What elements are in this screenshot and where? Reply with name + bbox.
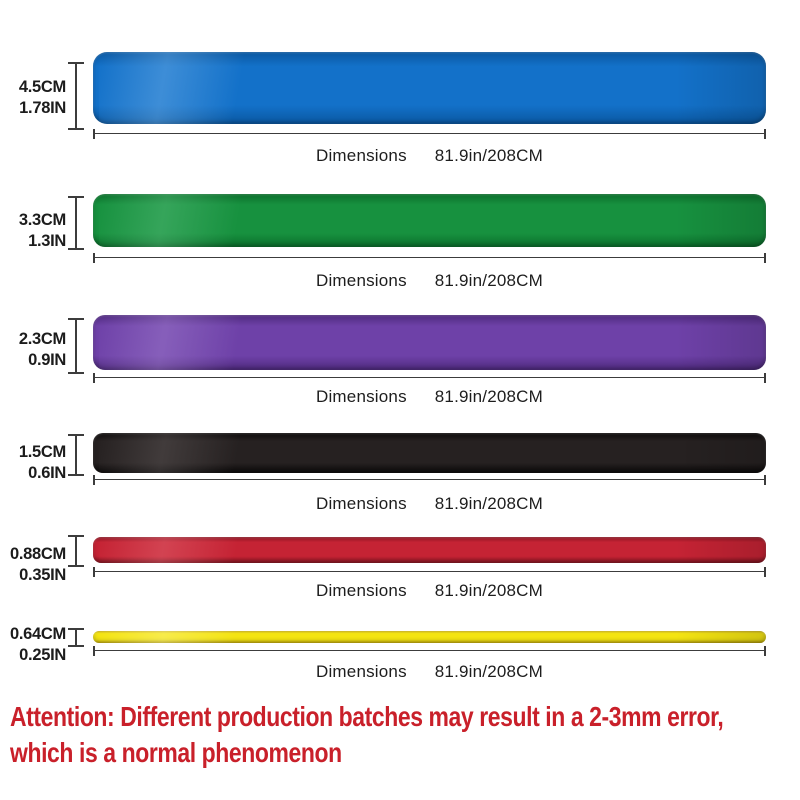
height-in-label: 1.3IN	[28, 232, 66, 250]
height-cm-label: 1.5CM	[18, 443, 66, 461]
dimensions-label: Dimensions	[315, 387, 407, 406]
height-bracket	[68, 628, 84, 647]
dimensions-value: 81.9in/208CM	[434, 494, 544, 513]
height-bracket	[68, 62, 84, 130]
resistance-band-black	[93, 433, 766, 473]
height-bracket	[68, 535, 84, 567]
width-dimension-line	[93, 475, 766, 485]
width-dimension-line	[93, 129, 766, 139]
dimensions-text: Dimensions 81.9in/208CM	[93, 661, 766, 683]
height-in-label: 0.35IN	[19, 566, 66, 584]
dimensions-value: 81.9in/208CM	[434, 146, 544, 165]
band-height-label: 2.3CM 0.9IN	[0, 329, 66, 371]
height-cm-label: 4.5CM	[18, 78, 66, 96]
dimensions-text: Dimensions 81.9in/208CM	[93, 580, 766, 602]
height-in-label: 1.78IN	[19, 99, 66, 117]
attention-line-2: which is a normal phenomenon	[10, 737, 342, 768]
height-bracket	[68, 318, 84, 374]
height-in-label: 0.9IN	[28, 351, 66, 369]
band-height-label: 0.88CM 0.35IN	[0, 544, 66, 586]
dimensions-text: Dimensions 81.9in/208CM	[93, 270, 766, 292]
attention-note: Attention: Different production batches …	[10, 699, 781, 771]
resistance-band-blue	[93, 52, 766, 124]
attention-line-1: Attention: Different production batches …	[10, 701, 724, 732]
dimensions-label: Dimensions	[315, 581, 407, 600]
resistance-band-red	[93, 537, 766, 563]
dimensions-text: Dimensions 81.9in/208CM	[93, 386, 766, 408]
resistance-band-purple	[93, 315, 766, 370]
height-in-label: 0.25IN	[19, 646, 66, 664]
band-height-label: 4.5CM 1.78IN	[0, 77, 66, 119]
width-dimension-line	[93, 567, 766, 577]
height-in-label: 0.6IN	[28, 464, 66, 482]
dimensions-label: Dimensions	[315, 494, 407, 513]
dimensions-label: Dimensions	[315, 662, 407, 681]
dimensions-text: Dimensions 81.9in/208CM	[93, 493, 766, 515]
dimensions-value: 81.9in/208CM	[434, 387, 544, 406]
dimensions-value: 81.9in/208CM	[434, 662, 544, 681]
resistance-band-green	[93, 194, 766, 247]
height-cm-label: 2.3CM	[18, 330, 66, 348]
height-bracket	[68, 434, 84, 476]
dimensions-text: Dimensions 81.9in/208CM	[93, 145, 766, 167]
dimensions-value: 81.9in/208CM	[434, 271, 544, 290]
resistance-band-yellow	[93, 631, 766, 643]
dimensions-label: Dimensions	[315, 271, 407, 290]
dimensions-label: Dimensions	[315, 146, 407, 165]
width-dimension-line	[93, 646, 766, 656]
height-cm-label: 0.64CM	[10, 625, 66, 643]
band-height-label: 1.5CM 0.6IN	[0, 442, 66, 484]
height-bracket	[68, 196, 84, 250]
dimensions-value: 81.9in/208CM	[434, 581, 544, 600]
band-height-label: 0.64CM 0.25IN	[0, 624, 66, 666]
height-cm-label: 0.88CM	[10, 545, 66, 563]
band-height-label: 3.3CM 1.3IN	[0, 210, 66, 252]
width-dimension-line	[93, 373, 766, 383]
width-dimension-line	[93, 253, 766, 263]
height-cm-label: 3.3CM	[18, 211, 66, 229]
